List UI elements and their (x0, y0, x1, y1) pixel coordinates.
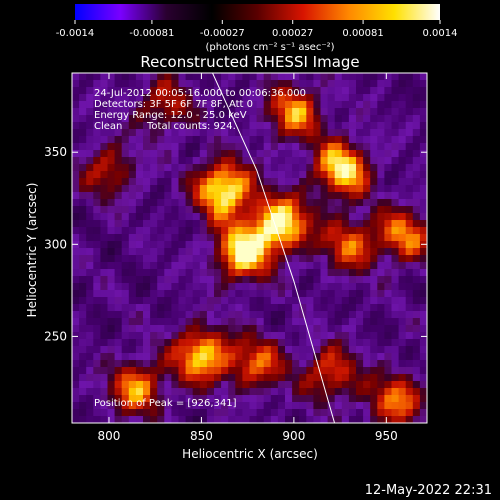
x-axis-label: Heliocentric X (arcsec) (182, 447, 318, 461)
y-tick-label: 250 (44, 329, 67, 343)
colorbar (75, 4, 440, 20)
colorbar-tick-label: -0.00081 (129, 28, 174, 39)
x-tick-label: 850 (190, 429, 213, 443)
annotation-total-counts: Total counts: 924. (146, 121, 236, 132)
colorbar-tick-label: 0.00027 (272, 28, 313, 39)
x-axis-ticks: 800 850 900 950 (98, 73, 398, 443)
plot-frame (71, 72, 428, 424)
annotation-algorithm: Clean (94, 121, 122, 132)
y-axis-ticks: 250 300 350 (44, 145, 427, 343)
colorbar-tick-label: -0.00027 (200, 28, 245, 39)
x-tick-label: 900 (282, 429, 305, 443)
annotation-peak-position: Position of Peak = [926,341] (94, 398, 237, 409)
annotation-detectors: Detectors: 3F 5F 6F 7F 8F, Att 0 (94, 99, 253, 110)
chart-title: Reconstructed RHESSI Image (140, 53, 359, 71)
y-axis-label: Heliocentric Y (arcsec) (25, 183, 39, 318)
colorbar-tick-label: 0.0014 (423, 28, 458, 39)
colorbar-units-label: (photons cm⁻² s⁻¹ asec⁻²) (205, 42, 334, 53)
annotation-time-range: 24-Jul-2012 00:05:16.000 to 00:06:36.000 (94, 88, 306, 99)
solar-limb-line (212, 73, 336, 423)
y-tick-label: 300 (44, 237, 67, 251)
colorbar-tick-label: 0.00081 (342, 28, 383, 39)
annotation-energy-range: Energy Range: 12.0 - 25.0 keV (94, 110, 247, 121)
y-tick-label: 350 (44, 145, 67, 159)
footer-date: 12-May-2022 22:31 (365, 483, 492, 498)
colorbar-tick-labels: -0.0014 -0.00081 -0.00027 0.00027 0.00081 0.0… (56, 20, 458, 39)
colorbar-tick-label: -0.0014 (56, 28, 95, 39)
heatmap-image (72, 73, 427, 423)
x-tick-label: 950 (375, 429, 398, 443)
x-tick-label: 800 (98, 429, 121, 443)
